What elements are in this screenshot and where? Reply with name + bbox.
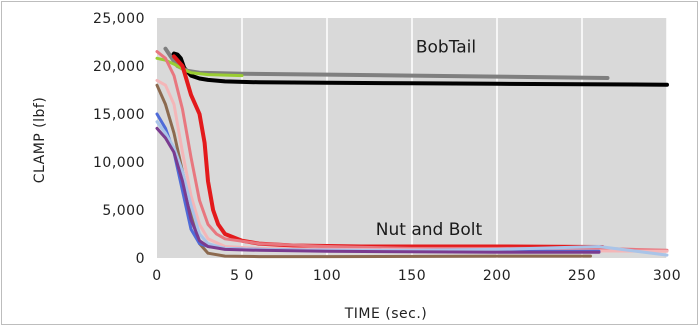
- annotation-1: BobTail: [416, 38, 476, 58]
- series-line-9: [155, 120, 669, 257]
- y-tick-label: 20,000: [93, 59, 145, 75]
- gridlines: [241, 18, 668, 258]
- y-tick-label: 0: [136, 251, 145, 267]
- y-tick-label: 10,000: [93, 155, 145, 171]
- y-tick-label: 15,000: [93, 107, 145, 123]
- x-axis-title: TIME (sec.): [344, 306, 428, 322]
- y-axis-title: CLAMP (lbf): [32, 97, 48, 184]
- x-tick-label: 5 0: [230, 268, 254, 284]
- x-tick-label: 200: [483, 268, 511, 284]
- annotations: BobTail Nut and Bolt: [376, 38, 483, 240]
- series-line-1: [170, 51, 669, 87]
- series-line-10: [155, 126, 601, 254]
- x-tick-label: 250: [568, 268, 596, 284]
- y-tick-label: 25,000: [93, 11, 145, 27]
- x-tick-label: 150: [398, 268, 426, 284]
- series-line-7: [155, 83, 592, 259]
- x-tick-label: 300: [653, 268, 681, 284]
- series-lines: [155, 46, 669, 259]
- series-line-2: [163, 46, 610, 80]
- y-tick-label: 5,000: [102, 203, 145, 219]
- x-tick-label: 0: [152, 268, 161, 284]
- x-tick-label: 100: [313, 268, 341, 284]
- y-axis-ticks: 0 5,000 10,000 15,000 20,000 25,000: [93, 11, 145, 267]
- annotation-2: Nut and Bolt: [376, 220, 483, 240]
